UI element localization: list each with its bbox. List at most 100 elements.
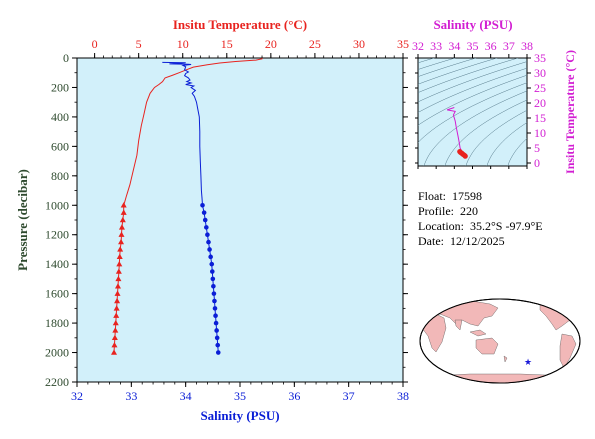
ts-series	[446, 107, 468, 159]
temperature-point	[112, 327, 119, 333]
temperature-point	[120, 202, 127, 208]
profile-plot: 0 5 10 15 20 25 30 35 32 33 34 35 36 37 38 0 200 400 600 80…	[15, 17, 409, 423]
location-label: Location:	[418, 219, 464, 233]
ts-temperature-tick-label: 35	[534, 51, 546, 65]
temperature-axis-title: Insitu Temperature (°C)	[173, 17, 307, 32]
density-contour	[423, 90, 527, 166]
ts-salinity-tick-label: 37	[503, 39, 515, 53]
ts-temperature-tick-label: 30	[534, 66, 546, 80]
location-value: 35.2°S -97.9°E	[469, 219, 543, 233]
density-contour	[592, 55, 595, 166]
ts-salinity-tick-label: 34	[448, 39, 460, 53]
temperature-point	[111, 341, 118, 348]
star-icon: ★	[524, 357, 532, 367]
temperature-tick-label: 25	[309, 37, 321, 51]
pressure-tick-label: 800	[51, 169, 69, 183]
temperature-point	[114, 283, 121, 289]
salinity-point	[209, 261, 215, 267]
density-contours	[418, 55, 595, 166]
salinity-point	[201, 210, 207, 215]
salinity-tick-label: 38	[397, 389, 409, 403]
density-contour	[465, 109, 527, 166]
pressure-tick-label: 1400	[45, 257, 69, 271]
salinity-point	[212, 298, 217, 304]
salinity-point	[200, 202, 205, 208]
salinity-tick-label: 36	[288, 389, 300, 403]
salinity-point	[209, 269, 215, 274]
profile-row: Profile: 220	[418, 204, 543, 219]
pressure-tick-label: 1600	[45, 287, 69, 301]
salinity-point	[211, 283, 216, 289]
temperature-point	[118, 238, 125, 245]
salinity-tick-label: 32	[71, 389, 83, 403]
ts-temperature-axis-title: Insitu Temperature (°C)	[563, 50, 577, 174]
pressure-tick-label: 400	[51, 110, 69, 124]
temperature-tick-label: 20	[265, 37, 277, 51]
density-contour	[418, 58, 519, 93]
density-contour	[507, 138, 527, 166]
location-row: Location: 35.2°S -97.9°E	[418, 219, 543, 234]
land-greenland	[565, 299, 579, 305]
temperature-point	[113, 305, 120, 311]
float-info-panel: Float: 17598 Profile: 220 Location: 35.2…	[418, 189, 543, 249]
ts-salinity-tick-label: 33	[430, 39, 442, 53]
land-india	[454, 319, 463, 331]
salinity-point	[214, 335, 220, 341]
ts-temperature-tick-label: 0	[534, 156, 540, 170]
density-contour	[418, 82, 527, 143]
temperature-point	[114, 297, 121, 304]
salinity-tick-label: 35	[234, 389, 246, 403]
salinity-axis-title: Salinity (PSU)	[200, 408, 279, 423]
salinity-point	[211, 291, 217, 296]
salinity-point	[213, 320, 219, 326]
temperature-point	[118, 224, 125, 230]
temperature-point	[115, 275, 122, 282]
pressure-tick-label: 600	[51, 139, 69, 153]
temperature-point	[113, 312, 120, 318]
density-contour	[418, 58, 498, 85]
temperature-point	[116, 253, 123, 260]
land-australia	[475, 337, 499, 355]
float-label: Float:	[418, 189, 447, 203]
temperature-point	[118, 231, 125, 237]
land-indonesia	[469, 329, 487, 337]
temperature-tick-label: 15	[221, 37, 233, 51]
temperature-point	[116, 260, 123, 267]
ts-temperature-tick-label: 20	[534, 96, 546, 110]
ts-salinity-axis-title: Salinity (PSU)	[433, 17, 512, 32]
salinity-point	[206, 239, 211, 245]
date-label: Date:	[418, 234, 444, 248]
temperature-point	[119, 216, 126, 223]
profile-plot-area	[76, 57, 404, 383]
temperature-tick-label: 30	[353, 37, 365, 51]
profile-axis-ticks: 0 5 10 15 20 25 30 35 32 33 34 35 36 37 38 0 200 400 600 80…	[45, 37, 409, 403]
temperature-tick-label: 10	[177, 37, 189, 51]
ts-plot-area	[417, 57, 528, 167]
ts-temperature-tick-label: 25	[534, 81, 546, 95]
density-contour	[418, 67, 527, 113]
pressure-tick-label: 2000	[45, 346, 69, 360]
salinity-tick-label: 37	[343, 389, 355, 403]
salinity-point	[207, 247, 212, 252]
temperature-point	[111, 334, 118, 341]
temperature-point	[115, 268, 122, 274]
ts-salinity-tick-label: 32	[412, 39, 424, 53]
pressure-tick-label: 0	[63, 51, 69, 65]
world-map: ★	[419, 298, 581, 384]
salinity-point	[205, 232, 210, 238]
date-row: Date: 12/12/2025	[418, 234, 543, 249]
salinity-point	[202, 217, 208, 223]
land-new-zealand	[503, 355, 508, 363]
temperature-point	[117, 246, 124, 252]
temperature-point	[120, 209, 127, 215]
salinity-profile-line	[162, 61, 219, 353]
land-africa	[421, 313, 447, 353]
profile-value: 220	[460, 204, 478, 218]
salinity-point	[214, 328, 219, 333]
temperature-tick-label: 35	[397, 37, 409, 51]
temperature-point	[111, 349, 118, 355]
density-contour	[418, 58, 477, 77]
density-contour	[418, 61, 527, 103]
land-antarctica	[429, 373, 571, 383]
